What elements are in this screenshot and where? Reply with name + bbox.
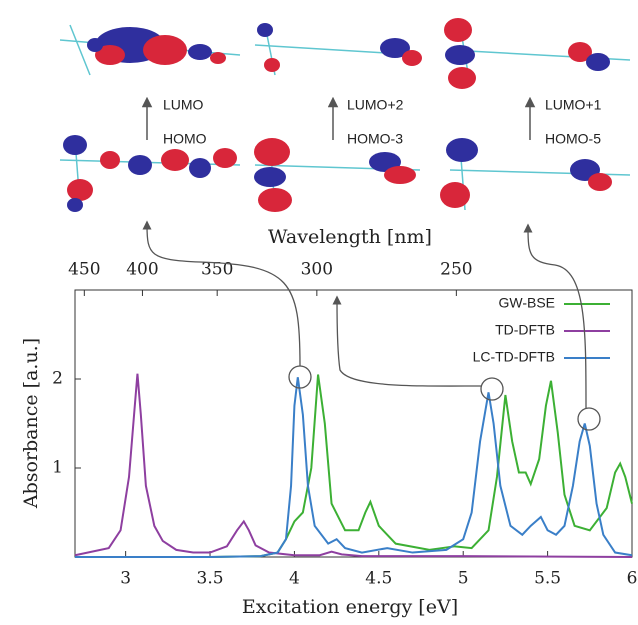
plot: 3 3.5 4 4.5 5 5.5 6 1 2 450 400 350 300 250 GW-BSE TD-D… [52,260,637,589]
legend-label: GW-BSE [498,295,555,311]
orbital-upper: LUMO+1 [545,97,602,113]
x2-tick-label: 350 [201,260,233,280]
x-tick-label: 3.5 [197,569,224,589]
orbital-homo [59,135,241,212]
series-line [75,377,633,558]
x2-tick-label: 400 [126,260,158,280]
y-axis-label: Absorbance [a.u.] [20,338,42,509]
x2-tick-label: 450 [68,260,100,280]
orbital-upper: LUMO [163,97,204,113]
orbital-images [59,18,631,212]
series-line [75,374,633,558]
orbital-homo3 [254,138,421,212]
callouts [142,220,601,431]
legend-label: LC-TD-DFTB [473,349,555,365]
orbital-arrows [141,96,536,140]
legend-label: TD-DFTB [495,322,555,338]
x2-tick-label: 250 [440,260,472,280]
orbital-homo5 [440,138,631,211]
x-axis-label: Excitation energy [eV] [242,596,458,618]
x-tick-label: 5 [458,569,469,589]
x2-tick-label: 300 [301,260,333,280]
orbital-lumo2 [254,23,422,76]
x-tick-label: 6 [627,569,638,589]
y-tick-label: 1 [52,458,63,478]
x-tick-label: 4.5 [365,569,392,589]
orbital-upper: LUMO+2 [347,97,404,113]
x2-axis-label: Wavelength [nm] [268,226,432,248]
plot-frame [74,289,633,558]
orbital-lower: HOMO [163,131,207,147]
y-tick-label: 2 [52,369,63,389]
x-tick-label: 4 [289,569,300,589]
x-tick-label: 3 [120,569,131,589]
x-tick-label: 5.5 [534,569,561,589]
orbital-lower: HOMO-5 [545,131,601,147]
orbital-lumo [59,24,241,76]
orbital-lumo1 [444,18,631,89]
orbital-labels: LUMO HOMO LUMO+2 HOMO-3 LUMO+1 HOMO-5 [163,97,602,147]
orbital-lower: HOMO-3 [347,131,403,147]
series-line [74,373,633,558]
